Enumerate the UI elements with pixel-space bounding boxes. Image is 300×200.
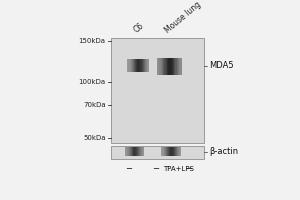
Bar: [167, 147, 168, 156]
Bar: [143, 147, 144, 156]
Text: −: −: [185, 164, 192, 173]
Bar: [166, 147, 167, 156]
Bar: [139, 147, 140, 156]
Bar: [160, 58, 162, 75]
Bar: [166, 58, 167, 75]
Bar: [165, 147, 166, 156]
Text: MDA5: MDA5: [209, 61, 233, 70]
Bar: [172, 58, 173, 75]
Bar: [179, 147, 180, 156]
Bar: [137, 59, 138, 72]
Bar: [136, 59, 137, 72]
Bar: [138, 147, 139, 156]
Bar: [162, 147, 163, 156]
Bar: [159, 58, 160, 75]
Bar: [132, 147, 133, 156]
Bar: [130, 59, 131, 72]
Bar: [127, 147, 128, 156]
Bar: [175, 147, 176, 156]
Text: 100kDa: 100kDa: [79, 79, 106, 85]
Bar: [162, 58, 163, 75]
Bar: [145, 59, 146, 72]
Bar: [126, 147, 127, 156]
Bar: [180, 147, 181, 156]
Text: −: −: [125, 164, 133, 173]
Bar: [133, 59, 134, 72]
Bar: [164, 147, 165, 156]
Bar: [132, 59, 133, 72]
Bar: [148, 59, 149, 72]
Bar: [173, 58, 174, 75]
Bar: [174, 58, 175, 75]
Bar: [111, 38, 204, 143]
Bar: [177, 147, 178, 156]
Bar: [172, 147, 173, 156]
Bar: [177, 58, 178, 75]
Bar: [137, 147, 138, 156]
Bar: [142, 147, 143, 156]
Bar: [158, 58, 159, 75]
Bar: [171, 147, 172, 156]
Bar: [173, 147, 174, 156]
Text: β-actin: β-actin: [209, 147, 238, 156]
Bar: [144, 59, 145, 72]
Bar: [169, 58, 170, 75]
Bar: [136, 147, 137, 156]
Text: TPA+LPS: TPA+LPS: [163, 166, 194, 172]
Bar: [170, 147, 171, 156]
Bar: [157, 58, 158, 75]
Bar: [133, 147, 134, 156]
Bar: [142, 59, 144, 72]
Bar: [140, 147, 141, 156]
Bar: [129, 147, 130, 156]
Bar: [125, 147, 126, 156]
Bar: [167, 58, 168, 75]
Bar: [170, 58, 172, 75]
Bar: [176, 147, 177, 156]
Bar: [131, 147, 132, 156]
Bar: [141, 147, 142, 156]
Bar: [138, 59, 139, 72]
Text: −: −: [152, 164, 159, 173]
Bar: [130, 147, 131, 156]
Text: Mouse lung: Mouse lung: [164, 0, 203, 35]
Bar: [169, 147, 170, 156]
Bar: [139, 59, 140, 72]
Text: 70kDa: 70kDa: [83, 102, 106, 108]
Bar: [128, 59, 130, 72]
Bar: [163, 58, 164, 75]
Bar: [180, 58, 182, 75]
Bar: [128, 147, 129, 156]
Bar: [134, 59, 135, 72]
Text: 50kDa: 50kDa: [83, 135, 106, 141]
Bar: [161, 147, 162, 156]
Bar: [140, 59, 142, 72]
Bar: [178, 58, 179, 75]
Bar: [164, 58, 166, 75]
Bar: [111, 146, 204, 159]
Bar: [134, 147, 135, 156]
Bar: [168, 58, 169, 75]
Bar: [135, 59, 136, 72]
Bar: [163, 147, 164, 156]
Text: 150kDa: 150kDa: [79, 38, 106, 44]
Bar: [174, 147, 175, 156]
Text: C6: C6: [133, 21, 146, 35]
Bar: [176, 58, 177, 75]
Bar: [146, 59, 147, 72]
Bar: [178, 147, 179, 156]
Bar: [131, 59, 132, 72]
Bar: [135, 147, 136, 156]
Bar: [147, 59, 148, 72]
Bar: [179, 58, 180, 75]
Bar: [168, 147, 169, 156]
